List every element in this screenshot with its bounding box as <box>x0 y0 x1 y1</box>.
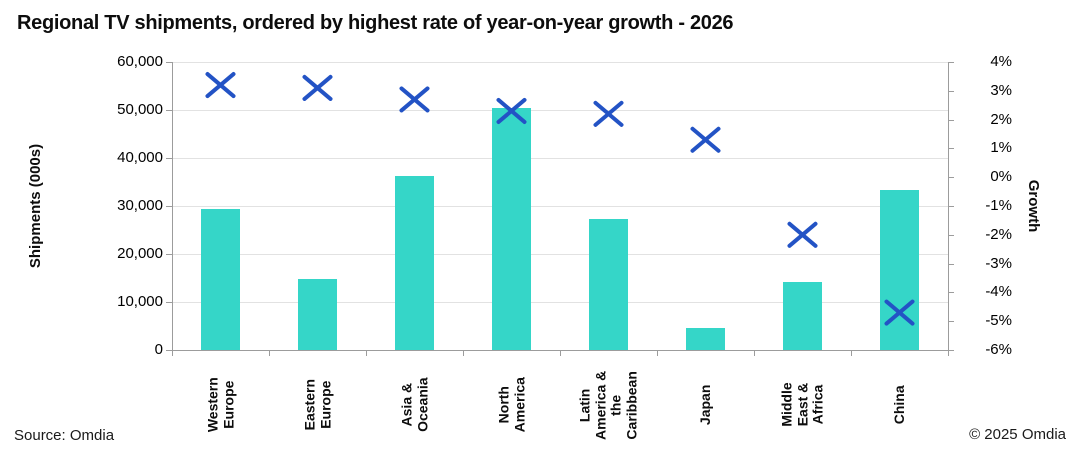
x-label-eastern-europe: Eastern Europe <box>300 379 333 431</box>
growth-marker-western-europe <box>205 72 236 99</box>
right-tick-label: 4% <box>990 53 1012 70</box>
x-axis-tick <box>172 350 173 356</box>
x-label-latin-america-the-caribbean: Latin America & the Caribbean <box>576 370 640 440</box>
left-axis-tick <box>166 206 172 207</box>
left-tick-label: 50,000 <box>117 101 163 118</box>
x-label-china: China <box>890 385 907 425</box>
x-label-japan: Japan <box>696 384 713 426</box>
gridline <box>172 206 948 207</box>
growth-marker-eastern-europe <box>302 74 333 101</box>
right-tick-label: 0% <box>990 168 1012 186</box>
right-axis-tick <box>948 62 954 63</box>
x-axis-tick <box>851 350 852 356</box>
bar-asia-oceania <box>395 175 434 350</box>
right-axis-tick <box>948 206 954 207</box>
right-axis-tick <box>948 120 954 121</box>
left-tick-label: 30,000 <box>117 197 163 214</box>
x-axis-tick <box>366 350 367 356</box>
growth-marker-latin-america-the-caribbean <box>593 100 624 127</box>
source-note: Source: Omdia <box>14 427 115 444</box>
x-label-wrap: Eastern Europe <box>270 357 366 452</box>
right-tick-label: -3% <box>985 254 1012 272</box>
right-tick-label: 3% <box>990 81 1012 99</box>
x-label-wrap: Middle East & Africa <box>755 357 851 452</box>
gridline <box>172 302 948 303</box>
right-axis-tick <box>948 292 954 293</box>
right-axis-tick <box>948 148 954 149</box>
x-label-north-america: North America <box>494 377 527 433</box>
left-tick-label: 40,000 <box>117 149 163 166</box>
x-axis-tick <box>463 350 464 356</box>
right-tick-label: -4% <box>985 283 1012 301</box>
left-axis-tick <box>166 302 172 303</box>
x-label-wrap: Western Europe <box>173 357 269 452</box>
growth-marker-japan <box>690 126 721 153</box>
left-axis-tick <box>166 62 172 63</box>
left-tick-label: 20,000 <box>117 245 163 262</box>
right-tick-label: 2% <box>990 110 1012 128</box>
left-tick-label: 60,000 <box>117 53 163 70</box>
right-axis-tick <box>948 321 954 322</box>
left-axis-tick <box>166 158 172 159</box>
x-axis-tick <box>269 350 270 356</box>
x-axis-tick <box>560 350 561 356</box>
x-label-wrap: China <box>852 357 948 452</box>
growth-markers-layer <box>205 72 915 326</box>
x-label-asia-oceania: Asia & Oceania <box>397 377 430 433</box>
gridline <box>172 158 948 159</box>
growth-marker-asia-oceania <box>399 86 430 113</box>
right-axis-tick <box>948 235 954 236</box>
left-axis-tick <box>166 350 172 351</box>
growth-marker-middle-east-africa <box>787 221 818 248</box>
x-axis-tick <box>657 350 658 356</box>
left-axis-tick <box>166 110 172 111</box>
growth-marker-north-america <box>496 97 527 124</box>
right-axis-title: Growth <box>1025 179 1042 233</box>
left-axis-title: Shipments (000s) <box>27 143 44 269</box>
left-tick-label: 0 <box>154 341 163 358</box>
x-label-wrap: Latin America & the Caribbean <box>561 357 657 452</box>
growth-marker-china <box>884 299 915 326</box>
right-tick-label: 1% <box>990 139 1012 157</box>
left-tick-label: 10,000 <box>117 293 163 310</box>
right-tick-label: -1% <box>985 197 1012 214</box>
gridline <box>172 254 948 255</box>
x-label-wrap: Asia & Oceania <box>367 357 463 452</box>
bar-north-america <box>492 107 531 350</box>
copyright-note: © 2025 Omdia <box>969 426 1066 443</box>
right-axis-tick <box>948 350 954 351</box>
chart-title: Regional TV shipments, ordered by highes… <box>17 12 734 34</box>
x-label-middle-east-africa: Middle East & Africa <box>777 382 826 428</box>
right-axis-tick <box>948 91 954 92</box>
bar-latin-america-the-caribbean <box>589 218 628 350</box>
bar-middle-east-africa <box>783 282 822 350</box>
bar-western-europe <box>201 209 240 350</box>
x-axis-tick <box>754 350 755 356</box>
x-label-western-europe: Western Europe <box>203 377 236 433</box>
bar-eastern-europe <box>298 279 337 350</box>
gridline <box>172 110 948 111</box>
plot-area <box>172 62 948 350</box>
gridline <box>172 62 948 63</box>
x-axis-tick <box>948 350 949 356</box>
left-axis-tick <box>166 254 172 255</box>
x-axis-line <box>166 350 948 351</box>
x-label-wrap: North America <box>464 357 560 452</box>
right-tick-label: -2% <box>985 225 1012 243</box>
bar-japan <box>686 327 725 350</box>
left-axis-line <box>172 62 173 350</box>
right-tick-label: -6% <box>985 341 1012 358</box>
right-axis-tick <box>948 177 954 178</box>
x-label-wrap: Japan <box>658 357 754 452</box>
right-tick-label: -5% <box>985 312 1012 330</box>
right-axis-tick <box>948 264 954 265</box>
